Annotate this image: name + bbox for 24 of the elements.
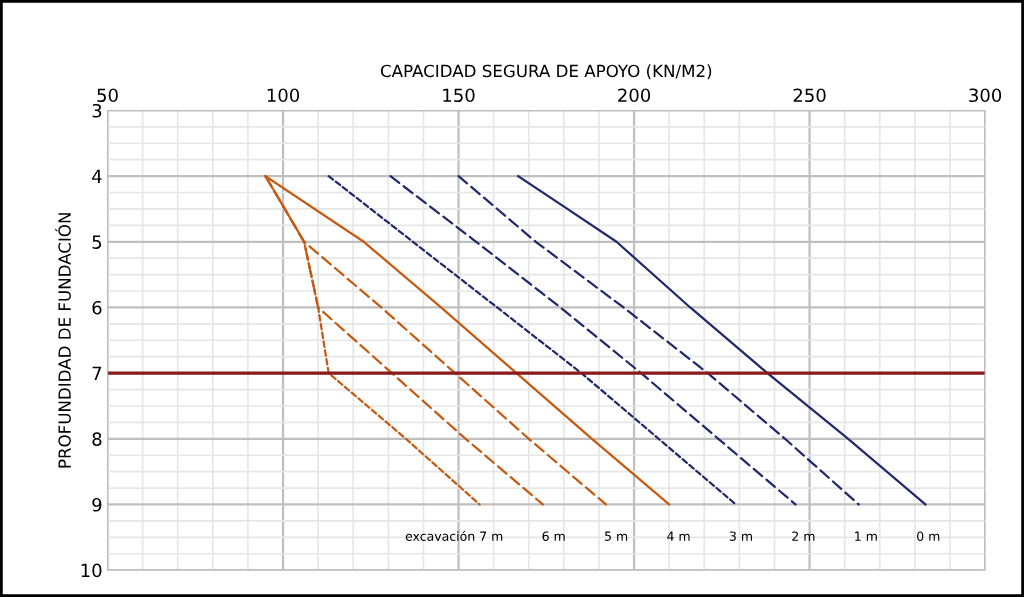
annotation: 6 m — [542, 531, 565, 541]
y-tick-label: 7 — [92, 366, 102, 380]
x-axis-title: CAPACIDAD SEGURA DE APOYO (KN/M2) — [380, 64, 712, 80]
y-tick-label: 9 — [92, 497, 102, 512]
annotation: 4 m — [667, 531, 690, 541]
x-tick-label: 200 — [618, 88, 651, 103]
annotation: 0 m — [917, 531, 940, 541]
y-tick-label: 10 — [81, 563, 102, 578]
x-tick-label: 100 — [267, 88, 300, 103]
y-tick-label: 4 — [92, 169, 102, 183]
y-tick-label: 5 — [92, 235, 102, 249]
annotation: excavación 7 m — [405, 530, 503, 541]
x-tick-label: 50 — [97, 88, 118, 103]
annotation: 2 m — [792, 531, 815, 541]
annotation: 1 m — [855, 531, 877, 541]
annotation: 3 m — [729, 531, 752, 541]
x-tick-label: 300 — [969, 88, 1002, 103]
annotation: 5 m — [605, 531, 628, 541]
y-tick-label: 8 — [92, 432, 102, 446]
y-tick-label: 6 — [92, 300, 102, 315]
x-tick-label: 250 — [793, 88, 826, 103]
y-tick-label: 3 — [92, 103, 102, 118]
y-axis-title: PROFUNDIDAD DE FUNDACIÓN — [55, 213, 71, 468]
x-tick-label: 150 — [443, 88, 475, 103]
